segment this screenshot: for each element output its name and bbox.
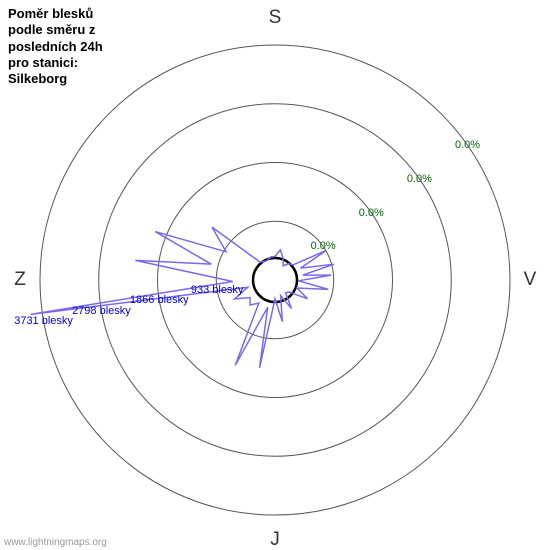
chart-container: Poměr blesků podle směru z posledních 24… [0, 0, 550, 550]
ring-label: 2798 blesky [72, 305, 131, 317]
ring-label: 0.0% [455, 139, 480, 151]
ring-label: 0.0% [359, 207, 384, 219]
cardinal-left: Z [14, 269, 26, 291]
ring-group [40, 45, 510, 515]
ring-label: 0.0% [311, 240, 336, 252]
ring-label: 1866 blesky [130, 294, 189, 306]
ring-label: 0.0% [407, 173, 432, 185]
ring-label: 933 blesky [191, 284, 244, 296]
ring-label: 3731 blesky [14, 315, 73, 327]
cardinal-top: S [269, 7, 282, 29]
footer-credit: www.lightningmaps.org [4, 537, 107, 548]
cardinal-bottom: J [270, 529, 280, 550]
cardinal-right: V [524, 269, 537, 291]
chart-title: Poměr blesků podle směru z posledních 24… [8, 6, 103, 87]
